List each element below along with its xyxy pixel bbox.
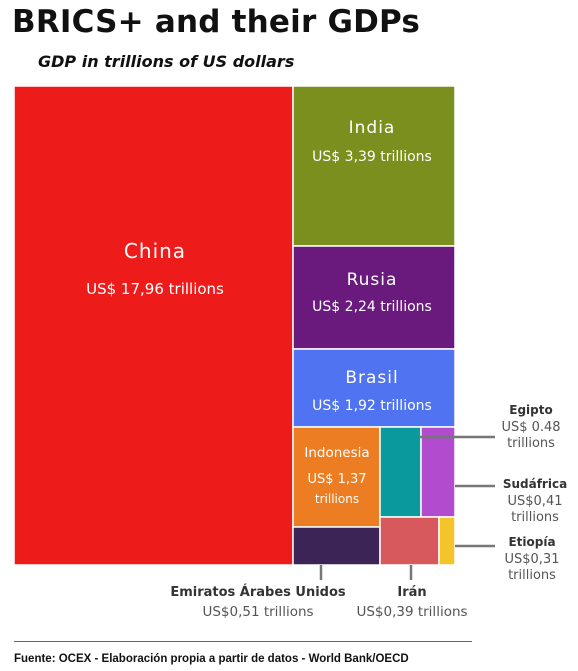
tile-rusia (292, 245, 456, 350)
label-value-egipto: US$ 0.48 (501, 420, 560, 435)
chart-subtitle: GDP in trillions of US dollars (38, 52, 295, 71)
label-name-etiopia: Etiopía (508, 535, 555, 549)
tile-china (13, 85, 294, 566)
treemap-chart: China US$ 17,96 trillions India US$ 3,39 tr… (13, 85, 567, 620)
label-value-emiratos-arabes-unidos: US$0,51 trillions (202, 604, 313, 620)
tile-egipto (379, 426, 422, 518)
label-value-iran: US$0,39 trillions (356, 604, 467, 620)
label-name-egipto: Egipto (509, 403, 552, 417)
footer-divider (14, 641, 472, 642)
tile-iran (379, 516, 440, 566)
label-value-etiopia: US$0,31 (505, 552, 560, 567)
tile-indonesia (292, 426, 381, 528)
tile-value-unit-indonesia: trillions (315, 492, 359, 506)
tile-name-india: India (349, 118, 396, 138)
label-name-emiratos-arabes-unidos: Emiratos Árabes Unidos (170, 584, 346, 600)
tile-value-rusia: US$ 2,24 trillions (312, 299, 432, 315)
tile-value-brasil: US$ 1,92 trillions (312, 398, 432, 414)
label-value-sudafrica: US$0,41 (508, 494, 563, 509)
tile-value-china: US$ 17,96 trillions (86, 280, 224, 298)
chart-title: BRICS+ and their GDPs (12, 4, 421, 40)
label-name-sudafrica: Sudáfrica (503, 477, 567, 491)
tile-emiratos-arabes-unidos (292, 526, 381, 566)
tile-name-rusia: Rusia (347, 270, 398, 290)
tile-value-indonesia: US$ 1,37 (307, 472, 366, 487)
label-name-iran: Irán (397, 585, 426, 600)
tile-brasil (292, 348, 456, 428)
tile-name-brasil: Brasil (345, 368, 398, 388)
tile-value-india: US$ 3,39 trillions (312, 149, 432, 165)
label-unit-etiopia: trillions (508, 568, 556, 583)
tile-sudafrica (420, 426, 456, 518)
tile-name-china: China (124, 239, 186, 263)
tile-name-indonesia: Indonesia (304, 445, 369, 461)
label-unit-egipto: trillions (507, 436, 555, 451)
source-note: Fuente: OCEX - Elaboración propia a part… (14, 653, 409, 665)
label-unit-sudafrica: trillions (511, 510, 559, 525)
tile-etiopia (438, 516, 456, 566)
tile-india (292, 85, 456, 247)
